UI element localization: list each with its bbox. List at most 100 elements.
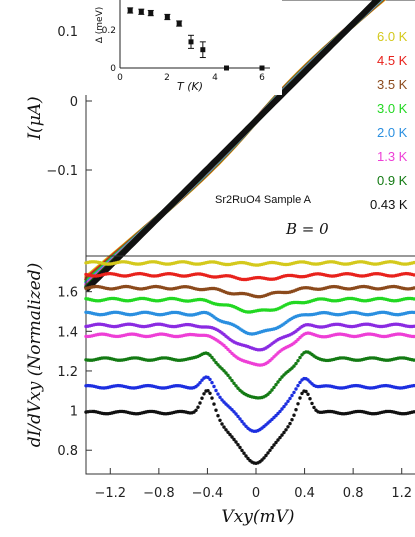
bottom-point [412,260,415,265]
inset-point-6 [200,47,206,53]
bottom-point [294,387,298,391]
bottom-point [304,389,308,394]
bottom-point [212,358,216,362]
inset-point-1 [138,9,144,15]
bottom-point [196,405,200,409]
bottom-ytick-4: 0.8 [57,444,78,459]
field-label: B = 0 [285,220,329,238]
bottom-point [212,384,216,389]
inset-point-7 [224,65,229,71]
bottom-xtick-3: 0 [252,486,260,501]
inset-point-4 [176,21,182,27]
bottom-point [196,383,200,387]
bottom-point [312,405,316,410]
inset-point-8 [259,65,265,71]
bottom-point [214,360,218,365]
bottom-point [208,353,212,357]
bottom-point [236,414,240,419]
bottom-point [292,390,296,395]
bottom-point [412,297,415,301]
inset-xtick-1: 2 [164,73,170,83]
bottom-point [212,402,216,406]
bottom-xtick-0: −1.2 [94,486,126,501]
bottom-point [298,380,302,385]
bottom-point [232,381,236,385]
bottom-point [294,408,298,412]
bottom-point [264,453,268,458]
bottom-series-2 [84,284,415,299]
bottom-series-0 [84,260,415,267]
bottom-point [208,377,212,382]
top-series-0-43K [83,0,382,292]
bottom-xtick-2: −0.4 [192,486,224,501]
bottom-point [210,355,214,360]
bottom-series-5 [84,310,415,336]
bottom-point [298,396,302,400]
bottom-point [266,451,270,455]
bottom-y-label: dI/dVxy (Normalized) [25,263,45,448]
bottom-point [224,428,228,432]
bottom-point [412,273,415,277]
inset-point-2 [148,10,154,16]
bottom-point [276,438,280,442]
legend-entry-6: 0.9 K [377,173,408,188]
inset-point-3 [164,14,170,20]
bottom-point [282,430,286,435]
bottom-point [220,422,224,426]
bottom-point [202,392,206,396]
inset: 0.2 0 0 2 4 6 T (K) Δ (meV) [82,0,282,95]
bottom-point [210,396,214,400]
bottom-point [218,395,222,399]
bottom-point [292,413,296,417]
bottom-point [268,390,272,394]
bottom-point [308,397,312,401]
bottom-point [216,414,220,418]
bottom-point [274,383,278,387]
bottom-point [284,402,288,406]
bottom-point [198,381,202,385]
bottom-point [218,418,222,422]
bottom-point [284,428,288,432]
bottom-point [262,456,266,460]
top-ytick-2: −0.1 [46,164,78,179]
bottom-point [222,369,226,373]
inset-points [127,7,265,71]
bottom-point [286,399,290,403]
bottom-point [222,425,226,429]
bottom-point [226,373,230,377]
bottom-point [238,445,242,450]
inset-frame [82,0,282,95]
bottom-point [278,377,282,382]
bottom-series-8 [84,350,415,400]
bottom-point [200,396,204,400]
bottom-point [242,422,246,426]
bottom-point [224,371,228,375]
bottom-point [276,380,280,384]
bottom-point [244,454,248,458]
legend-entry-0: 6.0 K [377,29,408,44]
bottom-point [412,286,415,290]
top-ytick-1: 0 [70,95,78,110]
top-y-label: I(μA) [25,96,45,140]
bottom-point [412,334,415,339]
bottom-point [240,419,244,424]
bottom-point [300,391,304,396]
bottom-point [230,435,234,439]
bottom-point [228,432,232,437]
bottom-point [310,401,314,406]
legend-entry-5: 1.3 K [377,149,408,164]
legend-entry-2: 3.5 K [377,77,408,92]
bottom-point [290,393,294,398]
bottom-point [232,410,236,414]
legend-entry-4: 2.0 K [377,125,408,140]
inset-xtick-3: 6 [259,73,265,83]
legend-entry-7: 0.43 K [370,197,408,212]
bottom-point [216,392,220,396]
inset-point-5 [188,39,194,45]
top-ytick-0: 0.1 [57,25,78,40]
bottom-point [274,440,278,445]
bottom-point [270,445,274,450]
bottom-point [412,358,415,362]
bottom-ytick-3: 1 [70,405,78,420]
bottom-point [306,392,310,396]
